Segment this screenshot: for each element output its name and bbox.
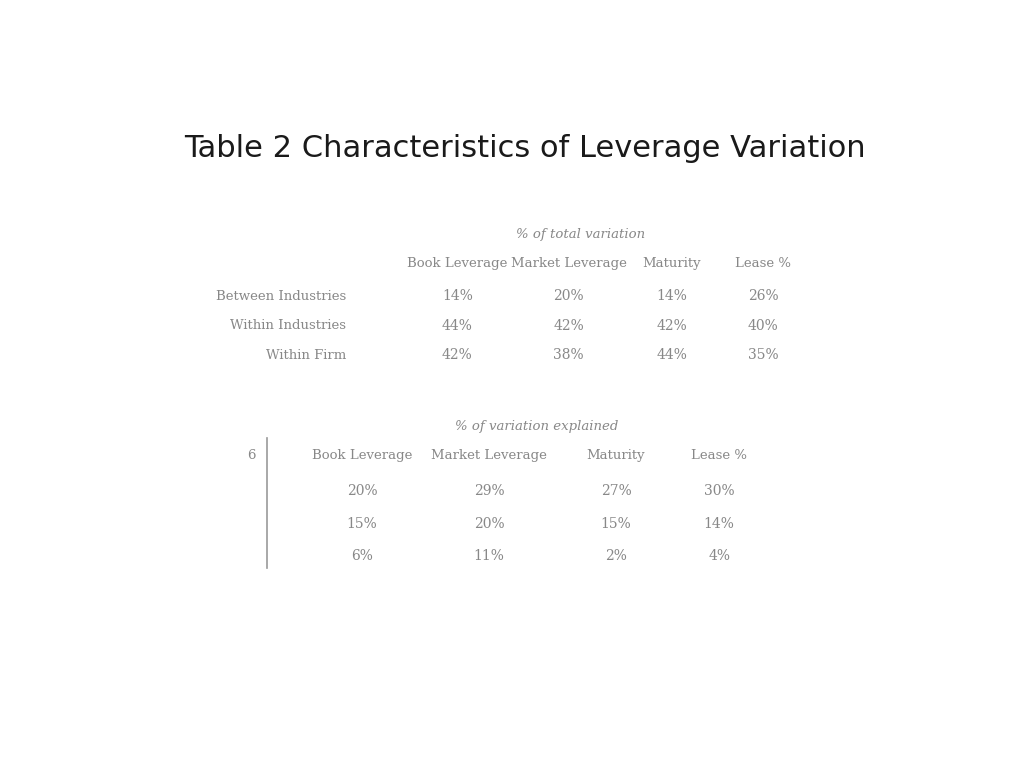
Text: % of variation explained: % of variation explained: [455, 420, 618, 433]
Text: 26%: 26%: [748, 290, 778, 303]
Text: 44%: 44%: [656, 349, 687, 362]
Text: Table 2 Characteristics of Leverage Variation: Table 2 Characteristics of Leverage Vari…: [184, 134, 865, 163]
Text: 29%: 29%: [474, 485, 505, 498]
Text: 20%: 20%: [553, 290, 584, 303]
Text: Between Industries: Between Industries: [216, 290, 346, 303]
Text: Maturity: Maturity: [587, 449, 645, 462]
Text: 30%: 30%: [703, 485, 734, 498]
Text: Maturity: Maturity: [642, 257, 701, 270]
Text: Book Leverage: Book Leverage: [312, 449, 413, 462]
Text: Lease %: Lease %: [691, 449, 748, 462]
Text: 35%: 35%: [748, 349, 778, 362]
Text: 20%: 20%: [474, 517, 505, 531]
Text: 38%: 38%: [553, 349, 584, 362]
Text: 20%: 20%: [347, 485, 378, 498]
Text: Within Firm: Within Firm: [266, 349, 346, 362]
Text: Market Leverage: Market Leverage: [511, 257, 627, 270]
Text: 42%: 42%: [656, 319, 687, 333]
Text: 4%: 4%: [709, 549, 730, 564]
Text: 6%: 6%: [351, 549, 373, 564]
Text: 40%: 40%: [748, 319, 778, 333]
Text: 11%: 11%: [474, 549, 505, 564]
Text: 15%: 15%: [347, 517, 378, 531]
Text: 14%: 14%: [703, 517, 734, 531]
Text: 14%: 14%: [656, 290, 687, 303]
Text: 27%: 27%: [601, 485, 632, 498]
Text: Book Leverage: Book Leverage: [408, 257, 508, 270]
Text: 42%: 42%: [442, 349, 473, 362]
Text: 15%: 15%: [601, 517, 632, 531]
Text: 6: 6: [247, 449, 255, 462]
Text: 2%: 2%: [605, 549, 627, 564]
Text: Market Leverage: Market Leverage: [431, 449, 547, 462]
Text: 42%: 42%: [553, 319, 584, 333]
Text: Within Industries: Within Industries: [230, 319, 346, 333]
Text: 14%: 14%: [442, 290, 473, 303]
Text: Lease %: Lease %: [735, 257, 791, 270]
Text: % of total variation: % of total variation: [516, 227, 645, 240]
Text: 44%: 44%: [442, 319, 473, 333]
